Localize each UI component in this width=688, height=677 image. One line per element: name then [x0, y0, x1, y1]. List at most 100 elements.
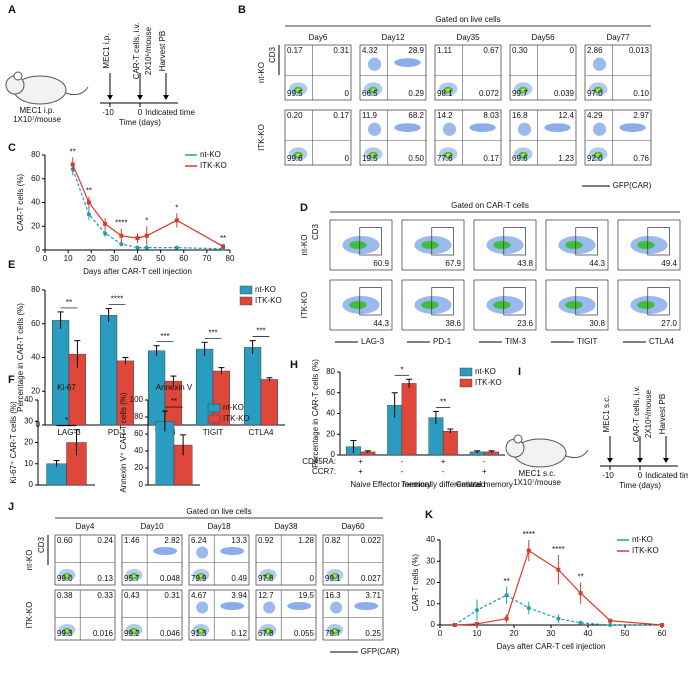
point: [119, 233, 124, 238]
arrow-head: [607, 458, 613, 463]
point: [504, 616, 509, 621]
quadrant-value: 13.3: [231, 536, 247, 545]
gate-value: 38.6: [445, 319, 461, 328]
day-label: Day10: [140, 522, 164, 531]
quadrant-value: 1.23: [558, 154, 574, 163]
marker-label: TIGIT: [577, 337, 598, 346]
significance: **: [66, 298, 72, 307]
density: [199, 574, 203, 578]
legend-label: ITK-KO: [475, 378, 502, 387]
quadrant-value: 0.20: [287, 111, 303, 120]
quadrant-value: 0.33: [97, 591, 113, 600]
point: [174, 245, 179, 250]
x-tick-label: 30: [547, 629, 556, 638]
panel-letter: D: [300, 202, 308, 214]
quadrant-value: 2.86: [587, 46, 603, 55]
label: Time (days): [119, 118, 161, 127]
y-axis-label: CAR-T cells (%): [411, 554, 420, 612]
day-label: Day6: [309, 33, 328, 42]
x-tick-label: 50: [621, 629, 630, 638]
chart-title: Ki-67: [57, 383, 76, 392]
density: [287, 602, 312, 610]
point: [475, 621, 479, 626]
x-tick-label: 0: [43, 254, 48, 263]
panel-letter: C: [8, 142, 16, 154]
arrow-head: [107, 95, 113, 100]
quadrant-value: 0.17: [333, 111, 349, 120]
density: [592, 57, 607, 71]
quadrant-value: 99.1: [325, 574, 341, 583]
x-tick-label: 40: [133, 254, 142, 263]
quadrant-value: 8.03: [483, 111, 499, 120]
label: Harvest PB: [158, 31, 167, 71]
quadrant-value: 99.7: [512, 89, 528, 98]
quadrant-value: 0.49: [231, 574, 247, 583]
quadrant-value: 3.71: [365, 591, 381, 600]
gate-value: 23.6: [517, 319, 533, 328]
legend-key: [239, 285, 253, 295]
quadrant-value: 0.43: [124, 591, 140, 600]
quadrant-value: 0.17: [287, 46, 303, 55]
legend-key: [459, 378, 473, 388]
x-tick-label: 10: [64, 254, 73, 263]
y-tick-label: 20: [134, 463, 143, 472]
quadrant-value: 0: [310, 574, 315, 583]
point: [144, 245, 149, 250]
label: Indicated time: [145, 108, 195, 117]
y-tick-label: 0: [431, 620, 436, 629]
y-axis-label: Annexin V⁺ CAR-T cells (%): [119, 392, 128, 492]
quadrant-value: 0.31: [333, 46, 349, 55]
quadrant-value: 0.027: [361, 574, 382, 583]
density: [196, 601, 209, 614]
density: [394, 58, 421, 67]
label: 1X10⁷/mouse: [13, 115, 61, 124]
row-sign: +: [358, 457, 363, 466]
label: MEC1 s.c.: [602, 396, 611, 433]
significance: ****: [552, 545, 564, 554]
density: [493, 241, 511, 249]
y-tick-label: 60: [31, 174, 40, 183]
gate-title: Gated on CAR-T cells: [451, 201, 529, 210]
series-line: [72, 164, 224, 247]
panel-letter: F: [8, 374, 15, 386]
quadrant-value: 0.76: [633, 154, 649, 163]
quadrant-value: 67.8: [258, 629, 274, 638]
legend-label: ITK-KO: [632, 546, 659, 555]
density: [493, 301, 511, 309]
y-tick-label: 60: [31, 319, 40, 328]
quadrant-value: 99.3: [57, 629, 73, 638]
bar: [260, 379, 278, 426]
gate-value: 49.4: [661, 259, 677, 268]
label: Harvest PB: [658, 394, 667, 434]
significance: ***: [208, 328, 217, 337]
gate-value: 60.9: [373, 259, 389, 268]
significance: *: [145, 216, 148, 225]
row-label: nt-KO: [25, 550, 34, 571]
quadrant-value: 0.29: [408, 89, 424, 98]
y-axis-label: Percentage in CAR-T cells (%): [16, 303, 25, 412]
point: [608, 623, 613, 627]
density: [637, 301, 655, 309]
x-tick-label: Terminally differentiated: [401, 480, 485, 489]
gate-value: 30.8: [589, 319, 605, 328]
quadrant-value: 91.3: [191, 629, 207, 638]
significance: ***: [160, 332, 169, 341]
quadrant-value: 2.82: [164, 536, 180, 545]
point: [526, 548, 531, 553]
density: [367, 122, 382, 136]
quadrant-value: 99.2: [124, 629, 140, 638]
x-tick-label: Central memory: [456, 480, 513, 489]
row-label: CD45RA:: [302, 457, 336, 466]
gate: [359, 227, 382, 256]
x-tick-label: LAG-3: [57, 428, 81, 437]
quadrant-value: 68.2: [408, 111, 424, 120]
density: [592, 122, 607, 136]
quadrant-value: 4.29: [587, 111, 603, 120]
x-tick-label: 50: [156, 254, 165, 263]
label: MEC1 i.p.: [19, 106, 54, 115]
series-line: [72, 169, 224, 250]
gate-value: 44.3: [373, 319, 389, 328]
legend-key: [239, 296, 253, 306]
y-tick-label: 40: [326, 409, 335, 418]
density: [619, 123, 646, 132]
